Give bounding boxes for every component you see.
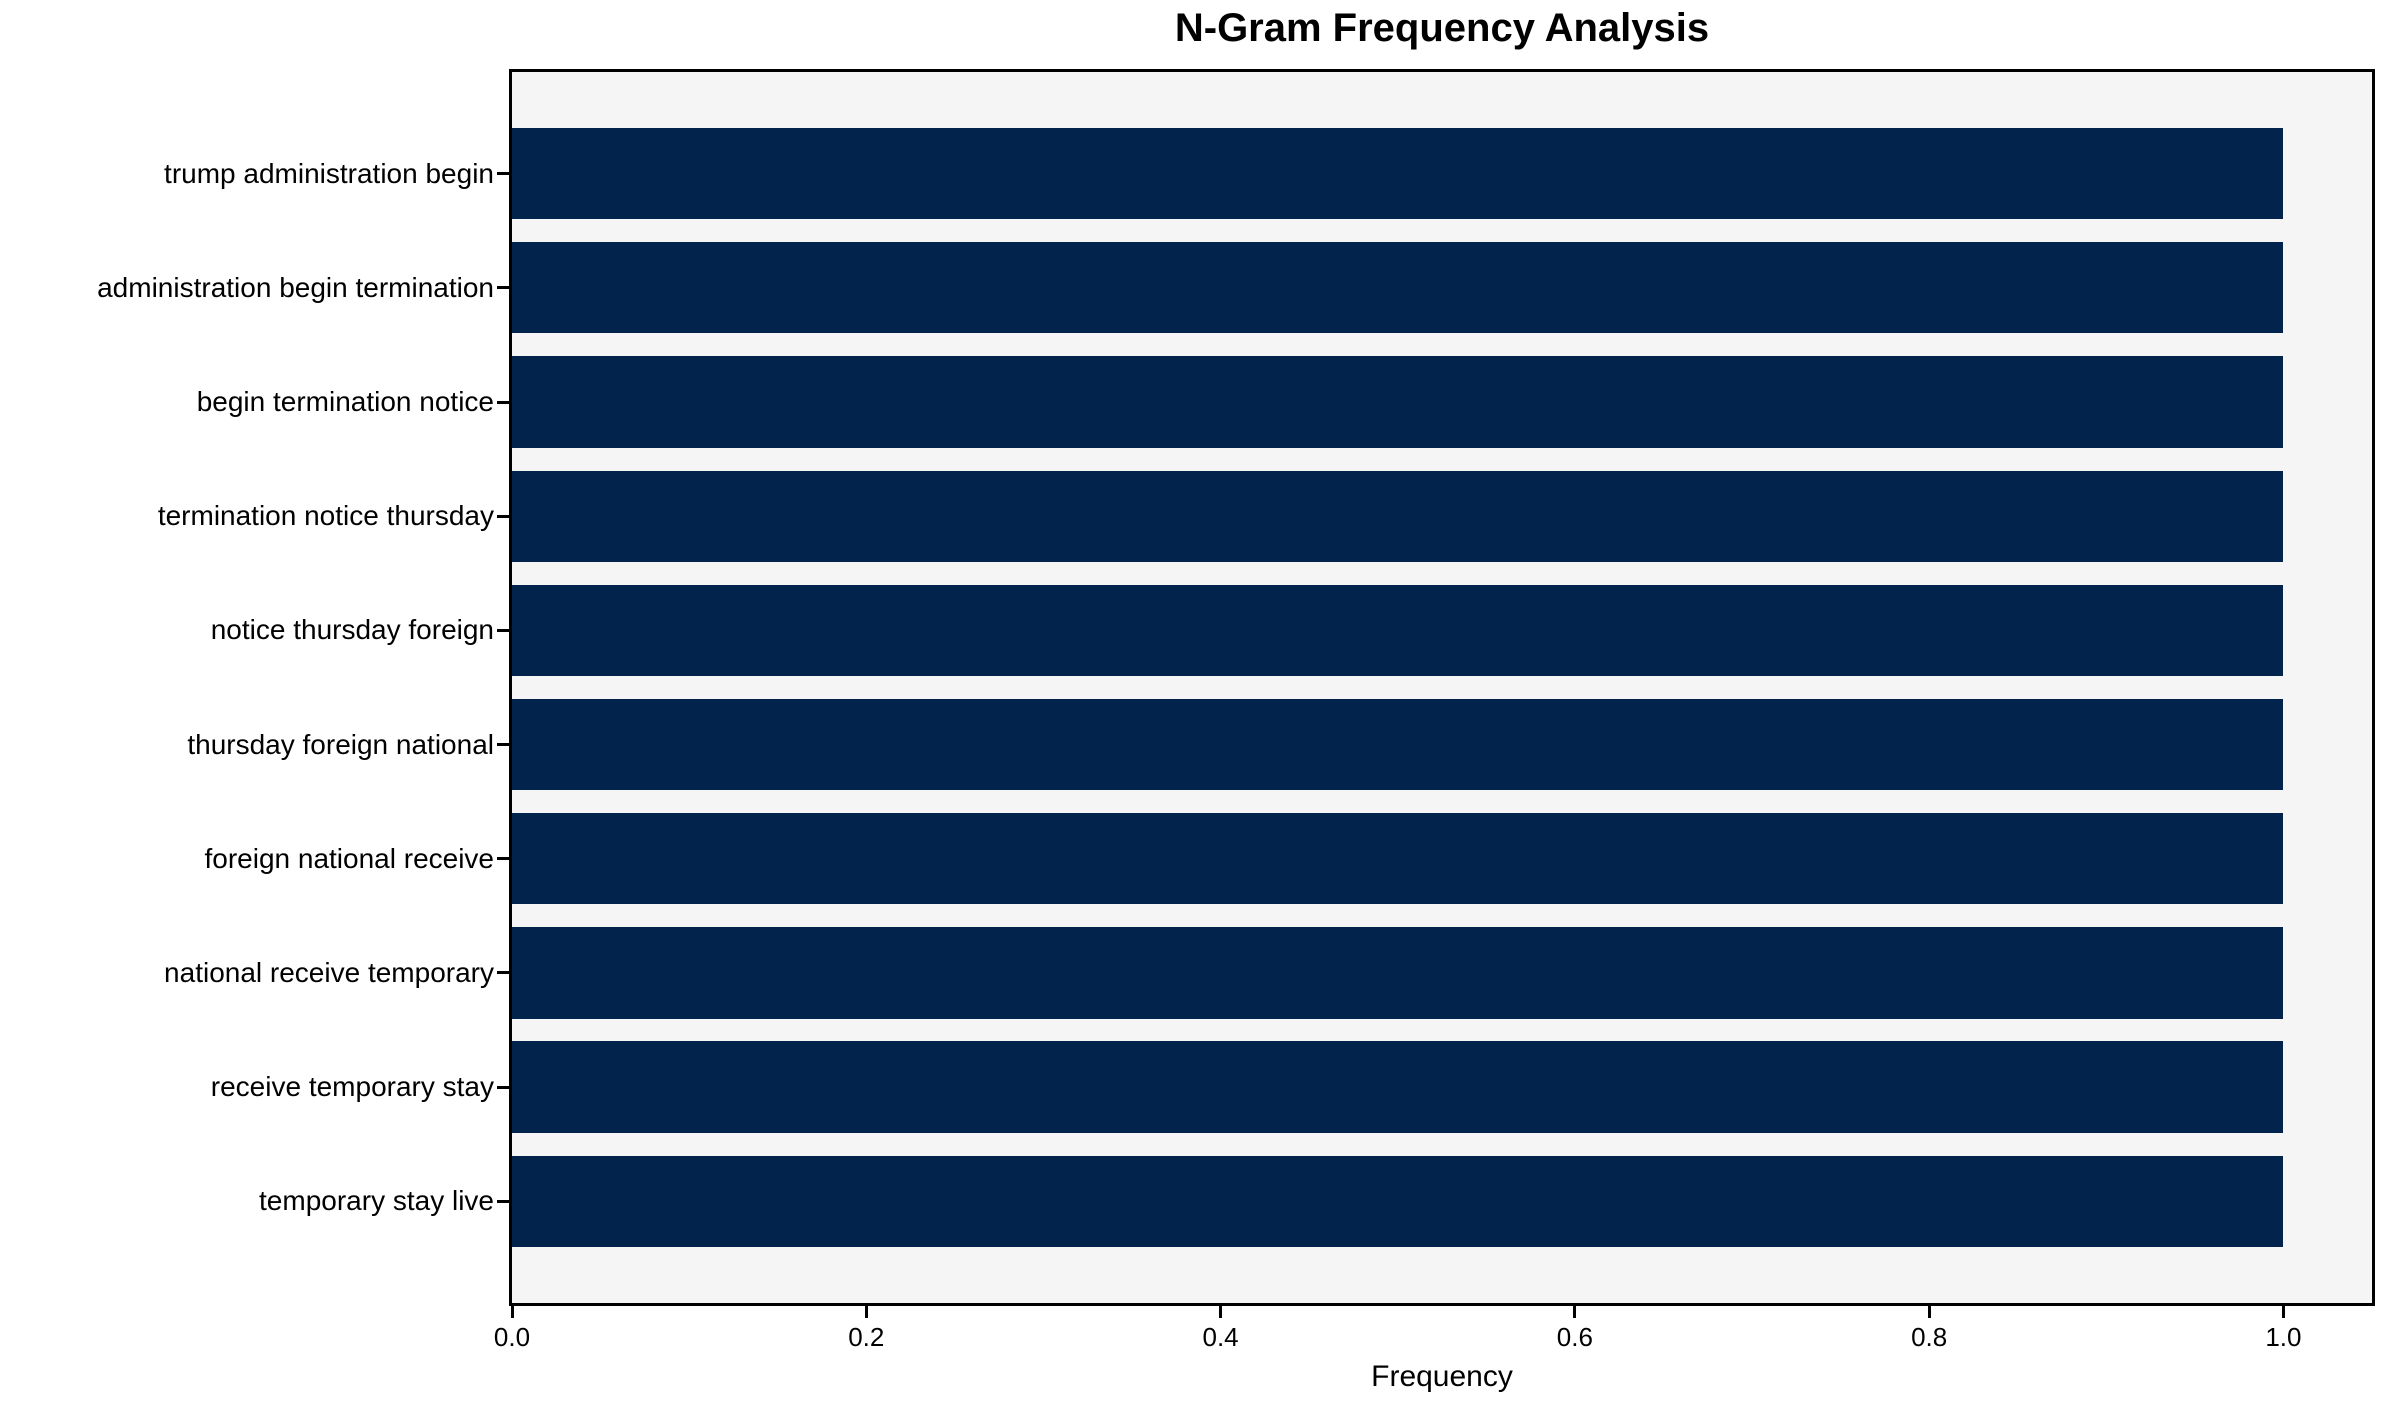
x-tick-mark: [510, 1306, 514, 1318]
y-tick-label: trump administration begin: [164, 157, 494, 189]
x-tick-mark: [1573, 1306, 1577, 1318]
y-tick-label: foreign national receive: [204, 842, 494, 874]
bar: [512, 1041, 2284, 1133]
bar: [512, 470, 2284, 562]
y-tick-label: receive temporary stay: [210, 1071, 494, 1103]
x-tick-label: 0.0: [493, 1322, 531, 1352]
x-tick-label: 0.4: [1202, 1322, 1239, 1352]
x-tick-label: 0.6: [1556, 1322, 1593, 1352]
y-tick-mark: [497, 172, 509, 176]
plot-area: [509, 69, 2375, 1306]
x-tick-mark: [2281, 1306, 2285, 1318]
chart-title: N-Gram Frequency Analysis: [1174, 6, 1710, 50]
x-tick-label: 0.2: [848, 1322, 885, 1352]
y-tick-label: administration begin termination: [97, 271, 494, 303]
y-tick-label: termination notice thursday: [157, 500, 494, 532]
y-tick-mark: [497, 1085, 509, 1089]
bar: [512, 813, 2284, 905]
y-tick-mark: [497, 743, 509, 747]
y-tick-mark: [497, 1199, 509, 1203]
x-tick-mark: [1927, 1306, 1931, 1318]
bar: [512, 584, 2284, 677]
y-tick-mark: [497, 400, 509, 404]
y-tick-mark: [497, 628, 509, 632]
x-tick-label: 1.0: [2265, 1322, 2302, 1352]
y-tick-label: begin termination notice: [196, 386, 494, 418]
y-tick-mark: [497, 971, 509, 975]
x-axis-title: Frequency: [1371, 1360, 1513, 1393]
y-tick-mark: [497, 286, 509, 290]
y-tick-label: temporary stay live: [259, 1185, 494, 1217]
bar: [512, 927, 2284, 1019]
y-tick-label: notice thursday foreign: [210, 614, 494, 646]
y-tick-label: national receive temporary: [164, 956, 494, 988]
bar: [512, 242, 2284, 334]
bar: [512, 127, 2284, 220]
x-tick-mark: [864, 1306, 868, 1318]
y-tick-label: thursday foreign national: [187, 728, 494, 760]
y-tick-mark: [497, 857, 509, 861]
bar: [512, 356, 2284, 448]
bar: [512, 1155, 2284, 1248]
bar: [512, 698, 2284, 791]
x-tick-label: 0.8: [1911, 1322, 1948, 1352]
x-tick-mark: [1219, 1306, 1223, 1318]
y-tick-mark: [497, 514, 509, 518]
